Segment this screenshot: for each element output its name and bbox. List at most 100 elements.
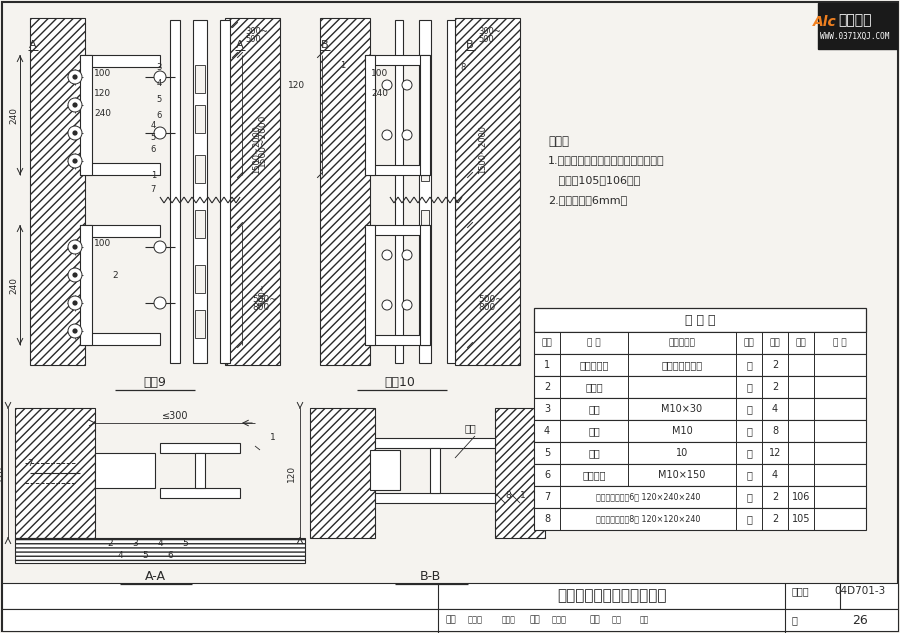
Bar (534, 420, 866, 442)
Bar (30, 18, 85, 365)
Text: 120: 120 (287, 465, 296, 482)
Text: 1.工字钢支柱在墙上安装用砌砖的选型: 1.工字钢支柱在墙上安装用砌砖的选型 (548, 155, 664, 165)
Circle shape (73, 75, 77, 79)
Circle shape (402, 80, 412, 90)
Text: 页次: 页次 (796, 339, 806, 348)
Text: 300~: 300~ (245, 27, 268, 37)
Text: 500~: 500~ (478, 296, 503, 304)
Circle shape (73, 245, 77, 249)
Text: 个: 个 (746, 404, 751, 414)
Text: 说明：: 说明： (548, 135, 569, 148)
Text: 个: 个 (746, 448, 751, 458)
Bar (534, 508, 866, 530)
Bar (80, 225, 92, 345)
Bar (365, 165, 430, 175)
Text: 105: 105 (792, 514, 810, 524)
Text: 方案10: 方案10 (384, 375, 416, 389)
Text: 240: 240 (9, 277, 18, 294)
Bar (534, 354, 866, 376)
Bar (421, 155, 429, 181)
Text: 240: 240 (9, 106, 18, 123)
Circle shape (154, 241, 166, 253)
Text: 详见第105、106页。: 详见第105、106页。 (548, 175, 640, 185)
Text: 500: 500 (478, 35, 494, 44)
Circle shape (402, 300, 412, 310)
Bar (534, 308, 866, 332)
Text: 2: 2 (107, 539, 112, 548)
Text: 刘颖: 刘颖 (640, 615, 649, 625)
Text: 块: 块 (746, 514, 751, 524)
Bar (395, 20, 403, 363)
Bar (421, 65, 429, 91)
Text: 由工程设计决定: 由工程设计决定 (662, 360, 703, 370)
Bar (195, 310, 205, 338)
Bar (160, 488, 240, 498)
Bar (365, 225, 430, 235)
Circle shape (154, 127, 166, 139)
Text: 块: 块 (746, 492, 751, 502)
Circle shape (73, 273, 77, 277)
Text: 方案9: 方案9 (144, 375, 166, 389)
Text: 5: 5 (151, 132, 156, 142)
Bar (447, 20, 455, 363)
Bar (421, 265, 429, 291)
Circle shape (73, 131, 77, 135)
Text: 4: 4 (158, 539, 163, 548)
Text: 1: 1 (520, 491, 526, 501)
Bar (534, 398, 866, 420)
Text: 2: 2 (772, 492, 778, 502)
Text: 8: 8 (544, 514, 550, 524)
Text: 预埋混凝土砌块8型 120×120×240: 预埋混凝土砌块8型 120×120×240 (596, 515, 700, 523)
Bar (80, 55, 92, 175)
Circle shape (73, 329, 77, 333)
Text: 2: 2 (772, 382, 778, 392)
Bar (15, 408, 95, 538)
Circle shape (402, 130, 412, 140)
Text: 2: 2 (772, 360, 778, 370)
Circle shape (68, 324, 82, 338)
Text: 页: 页 (792, 615, 798, 625)
Text: 26: 26 (852, 613, 868, 627)
Circle shape (382, 130, 392, 140)
Text: 焊接: 焊接 (464, 423, 476, 433)
Text: 240: 240 (372, 89, 389, 97)
Text: 2.焊脚高度为6mm。: 2.焊脚高度为6mm。 (548, 195, 627, 205)
Circle shape (68, 240, 82, 254)
Text: 1500~2000: 1500~2000 (258, 113, 267, 166)
Text: B: B (321, 40, 328, 50)
Text: 6: 6 (150, 144, 156, 153)
Text: 106: 106 (792, 492, 810, 502)
Text: B-B: B-B (419, 570, 441, 582)
Text: M10×30: M10×30 (662, 404, 703, 414)
Circle shape (382, 80, 392, 90)
Circle shape (402, 250, 412, 260)
Text: 5: 5 (157, 94, 162, 104)
Text: 备 注: 备 注 (833, 339, 847, 348)
Bar (365, 55, 375, 175)
Circle shape (68, 296, 82, 310)
Text: 300~: 300~ (478, 27, 501, 37)
Text: 500~: 500~ (258, 284, 267, 306)
Text: 5: 5 (544, 448, 550, 458)
Text: 4: 4 (151, 120, 156, 130)
Text: 800: 800 (252, 303, 269, 313)
Text: 100: 100 (94, 239, 112, 248)
Bar (421, 105, 429, 131)
Text: 1: 1 (544, 360, 550, 370)
Bar (818, 3, 897, 49)
Bar (421, 310, 429, 336)
Bar (534, 376, 866, 398)
Text: 6: 6 (167, 551, 173, 560)
Text: WWW.0371XQJ.COM: WWW.0371XQJ.COM (820, 32, 890, 41)
Text: 4: 4 (772, 404, 778, 414)
Text: 120: 120 (94, 89, 112, 97)
Text: 块: 块 (746, 382, 751, 392)
Text: 100: 100 (94, 68, 112, 77)
Text: 7: 7 (150, 185, 156, 194)
Text: 预埋螺栓: 预埋螺栓 (582, 470, 606, 480)
Circle shape (68, 70, 82, 84)
Text: 现代桥架: 现代桥架 (838, 13, 872, 27)
Text: 个: 个 (746, 470, 751, 480)
Circle shape (73, 301, 77, 305)
Text: 800: 800 (478, 303, 495, 313)
